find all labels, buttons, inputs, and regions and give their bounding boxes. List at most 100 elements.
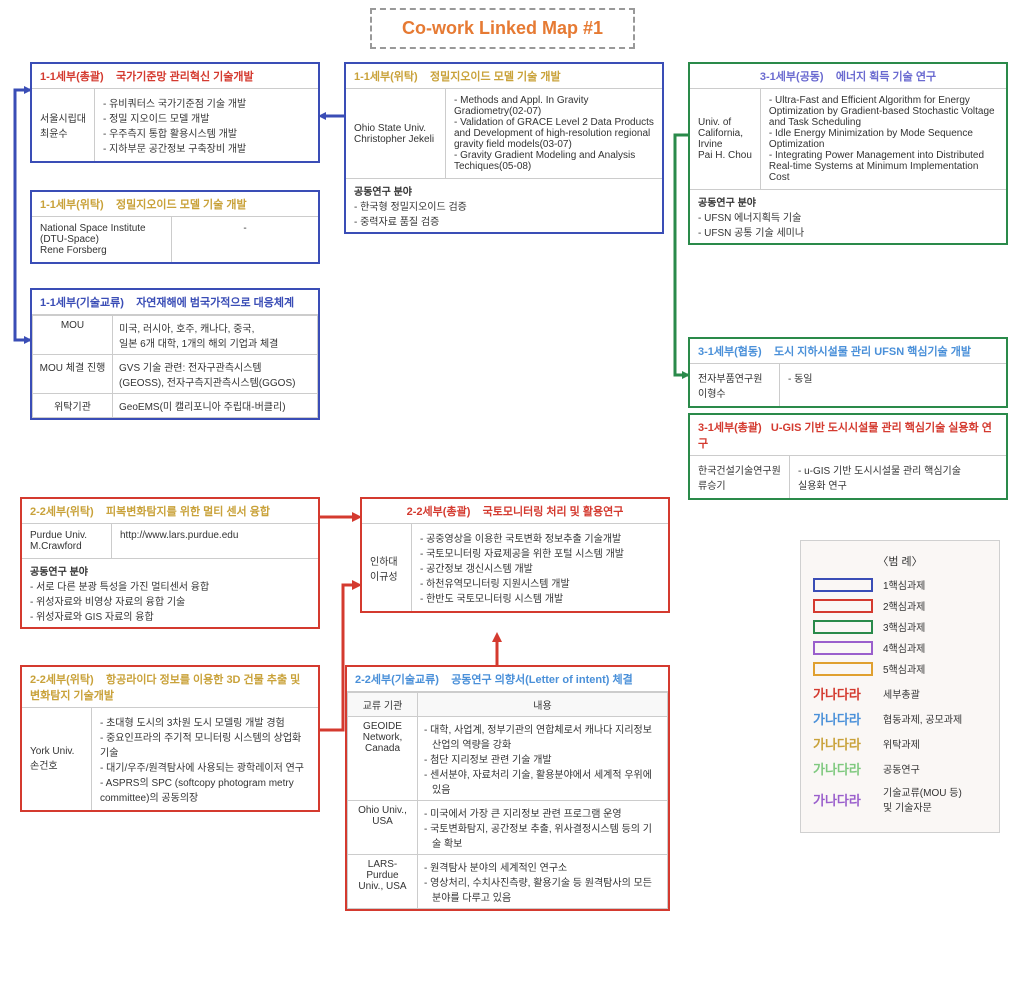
- legend-row: 가나다라 기술교류(MOU 등) 및 기술자문: [813, 784, 987, 814]
- legend-text-sample: 가나다라: [813, 684, 873, 703]
- footer-label: 공동연구 분야: [30, 563, 310, 578]
- box-header: 1-1세부(기술교류) 자연재해에 범국가적으로 대응체계: [32, 290, 318, 315]
- list-item: Integrating Power Management into Distri…: [769, 150, 998, 183]
- legend-text-sample: 가나다라: [813, 709, 873, 728]
- box-3-1-coop: 3-1세부(협동) 도시 지하시설물 관리 UFSN 핵심기술 개발 전자부품연…: [688, 337, 1008, 408]
- list-item: 대기/우주/원격탐사에 사용되는 광학레이저 연구: [100, 759, 310, 774]
- items-cell: 초대형 도시의 3차원 도시 모델링 개발 경험중요인프라의 주기적 모니터링 …: [92, 708, 318, 810]
- exchange-table: MOU미국, 러시아, 호주, 캐나다, 중국, 일본 6개 대학, 1개의 해…: [32, 315, 318, 418]
- arrow-b5-to-b6: [670, 130, 690, 380]
- table-header: 내용: [418, 693, 668, 717]
- list-item: 공중영상을 이용한 국토변화 정보추출 기술개발: [420, 530, 660, 545]
- header-title: 피복변화탐지를 위한 멀티 센서 융합: [106, 506, 270, 518]
- legend-label: 공동연구: [883, 761, 920, 776]
- header-title: 국가기준망 관리혁신 기술개발: [116, 71, 254, 83]
- list-item: UFSN 공통 기술 세미나: [698, 224, 998, 239]
- legend-text-sample: 가나다라: [813, 734, 873, 753]
- items-cell: 공중영상을 이용한 국토변화 정보추출 기술개발국토모니터링 자료제공을 위한 …: [412, 524, 668, 611]
- list-item: - 센서분야, 자료처리 기술, 활용분야에서 세계적 우위에 있음: [424, 766, 661, 796]
- box-header: 3-1세부(총괄) U-GIS 기반 도시시설물 관리 핵심기술 실용화 연구: [690, 415, 1006, 456]
- list-item: - 영상처리, 수치사진측량, 활용기술 등 원격탐사의 모든 분야를 다루고 …: [424, 874, 661, 904]
- legend-row: 3핵심과제: [813, 619, 987, 634]
- footer-section: 공동연구 분야 서로 다른 분광 특성을 가진 멀티센서 융합위성자료와 비영상…: [22, 558, 318, 627]
- legend-label: 3핵심과제: [883, 619, 925, 634]
- arrow-b9-to-b10: [318, 580, 362, 740]
- list-item: 국토모니터링 자료제공을 위한 포털 시스템 개발: [420, 545, 660, 560]
- legend-label: 협동과제, 공모과제: [883, 711, 962, 726]
- legend-title: 〈범 례〉: [813, 553, 987, 569]
- header-prefix: 3-1세부(협동): [698, 346, 762, 358]
- list-item: 위성자료와 GIS 자료의 융합: [30, 608, 310, 623]
- legend-swatch: [813, 641, 873, 655]
- box-3-1-general: 3-1세부(총괄) U-GIS 기반 도시시설물 관리 핵심기술 실용화 연구 …: [688, 413, 1008, 500]
- title-text: Co-work Linked Map #1: [402, 18, 603, 38]
- box-header: 2-2세부(기술교류) 공동연구 의향서(Letter of intent) 체…: [347, 667, 668, 692]
- legend-label: 기술교류(MOU 등) 및 기술자문: [883, 784, 962, 814]
- legend-text-sample: 가나다라: [813, 790, 873, 809]
- list-item: Idle Energy Minimization by Mode Sequenc…: [769, 128, 998, 150]
- list-item: - 원격탐사 분야의 세계적인 연구소: [424, 859, 661, 874]
- header-title: 에너지 획득 기술 연구: [836, 71, 936, 83]
- table-row: GEOIDE Network, Canada- 대학, 사업계, 정부기관의 연…: [348, 717, 668, 801]
- header-title: 정밀지오이드 모델 기술 개발: [430, 71, 561, 83]
- table-row: LARS- Purdue Univ., USA- 원격탐사 분야의 세계적인 연…: [348, 855, 668, 909]
- list-item: Ultra-Fast and Efficient Algorithm for E…: [769, 95, 998, 128]
- box-1-1-general: 1-1세부(총괄) 국가기준망 관리혁신 기술개발 서울시립대 최윤수 유비쿼터…: [30, 62, 320, 163]
- header-title: 정밀지오이드 모델 기술 개발: [116, 199, 247, 211]
- header-prefix: 3-1세부(총괄): [698, 422, 762, 434]
- legend-row: 4핵심과제: [813, 640, 987, 655]
- header-prefix: 3-1세부(공동): [760, 71, 824, 83]
- list-item: 위성자료와 비영상 자료의 융합 기술: [30, 593, 310, 608]
- header-title: 공동연구 의향서(Letter of intent) 체결: [451, 674, 633, 686]
- list-item: 중요인프라의 주기적 모니터링 시스템의 상업화 기술: [100, 729, 310, 759]
- legend-swatch: [813, 620, 873, 634]
- header-prefix: 1-1세부(총괄): [40, 71, 104, 83]
- org-cell: York Univ. 손건호: [22, 708, 92, 810]
- box-header: 1-1세부(총괄) 국가기준망 관리혁신 기술개발: [32, 64, 318, 89]
- table-row: MOU미국, 러시아, 호주, 캐나다, 중국, 일본 6개 대학, 1개의 해…: [33, 316, 318, 355]
- arrow-b8-to-b10: [318, 510, 362, 524]
- legend-label: 세부총괄: [883, 686, 920, 701]
- header-prefix: 1-1세부(위탁): [40, 199, 104, 211]
- box-1-1-exchange: 1-1세부(기술교류) 자연재해에 범국가적으로 대응체계 MOU미국, 러시아…: [30, 288, 320, 420]
- header-prefix: 2-2세부(위탁): [30, 674, 94, 686]
- list-item: 초대형 도시의 3차원 도시 모델링 개발 경험: [100, 714, 310, 729]
- org-cell: 서울시립대 최윤수: [32, 89, 95, 161]
- arrow-b11-to-b10: [490, 632, 504, 667]
- box-2-2-commission-york: 2-2세부(위탁) 항공라이다 정보를 이용한 3D 건물 추출 및 변화탐지 …: [20, 665, 320, 812]
- items-cell: - 동일: [780, 364, 1006, 406]
- legend-label: 1핵심과제: [883, 577, 925, 592]
- list-item: 우주측지 통합 활용시스템 개발: [103, 125, 310, 140]
- list-item: 한반도 국토모니터링 시스템 개발: [420, 590, 660, 605]
- list-item: 서로 다른 분광 특성을 가진 멀티센서 융합: [30, 578, 310, 593]
- header-prefix: 1-1세부(기술교류): [40, 297, 124, 309]
- legend-row: 가나다라 협동과제, 공모과제: [813, 709, 987, 728]
- list-item: 유비쿼터스 국가기준점 기술 개발: [103, 95, 310, 110]
- table-row: MOU 체결 진행GVS 기술 관련: 전자구관측시스템 (GEOSS), 전자…: [33, 355, 318, 394]
- legend-panel: 〈범 례〉 1핵심과제2핵심과제3핵심과제4핵심과제5핵심과제 가나다라세부총괄…: [800, 540, 1000, 833]
- list-item: 한국형 정밀지오이드 검증: [354, 198, 654, 213]
- items-cell: 유비쿼터스 국가기준점 기술 개발정밀 지오이드 모델 개발우주측지 통합 활용…: [95, 89, 318, 161]
- org-cell: Univ. of California, Irvine Pai H. Chou: [690, 89, 761, 189]
- footer-label: 공동연구 분야: [698, 194, 998, 209]
- list-item: 공간정보 갱신시스템 개발: [420, 560, 660, 575]
- box-header: 3-1세부(협동) 도시 지하시설물 관리 UFSN 핵심기술 개발: [690, 339, 1006, 364]
- org-cell: 인하대 이규성: [362, 524, 412, 611]
- org-cell: 한국건설기술연구원 류승기: [690, 456, 790, 498]
- list-item: - 첨단 지리정보 관련 기술 개발: [424, 751, 661, 766]
- arrow-b4-to-b1: [318, 110, 346, 122]
- box-header: 2-2세부(위탁) 피복변화탐지를 위한 멀티 센서 융합: [22, 499, 318, 524]
- box-header: 1-1세부(위탁) 정밀지오이드 모델 기술 개발: [32, 192, 318, 217]
- list-item: - 대학, 사업계, 정부기관의 연합체로서 캐나다 지리정보 산업의 역량을 …: [424, 721, 661, 751]
- header-prefix: 2-2세부(총괄): [407, 506, 471, 518]
- org-cell: 전자부품연구원 이형수: [690, 364, 780, 406]
- footer-section: 공동연구 분야 UFSN 에너지획득 기술UFSN 공통 기술 세미나: [690, 189, 1006, 243]
- arrow-b1-to-b3: [10, 85, 32, 345]
- exchange-table: 교류 기관내용GEOIDE Network, Canada- 대학, 사업계, …: [347, 692, 668, 909]
- table-row: Ohio Univ., USA- 미국에서 가장 큰 지리정보 관련 프로그램 …: [348, 801, 668, 855]
- box-2-2-general: 2-2세부(총괄) 국토모니터링 처리 및 활용연구 인하대 이규성 공중영상을…: [360, 497, 670, 613]
- header-prefix: 2-2세부(기술교류): [355, 674, 439, 686]
- header-title: 자연재해에 범국가적으로 대응체계: [136, 297, 294, 309]
- legend-swatch: [813, 578, 873, 592]
- list-item: - 미국에서 가장 큰 지리정보 관련 프로그램 운영: [424, 805, 661, 820]
